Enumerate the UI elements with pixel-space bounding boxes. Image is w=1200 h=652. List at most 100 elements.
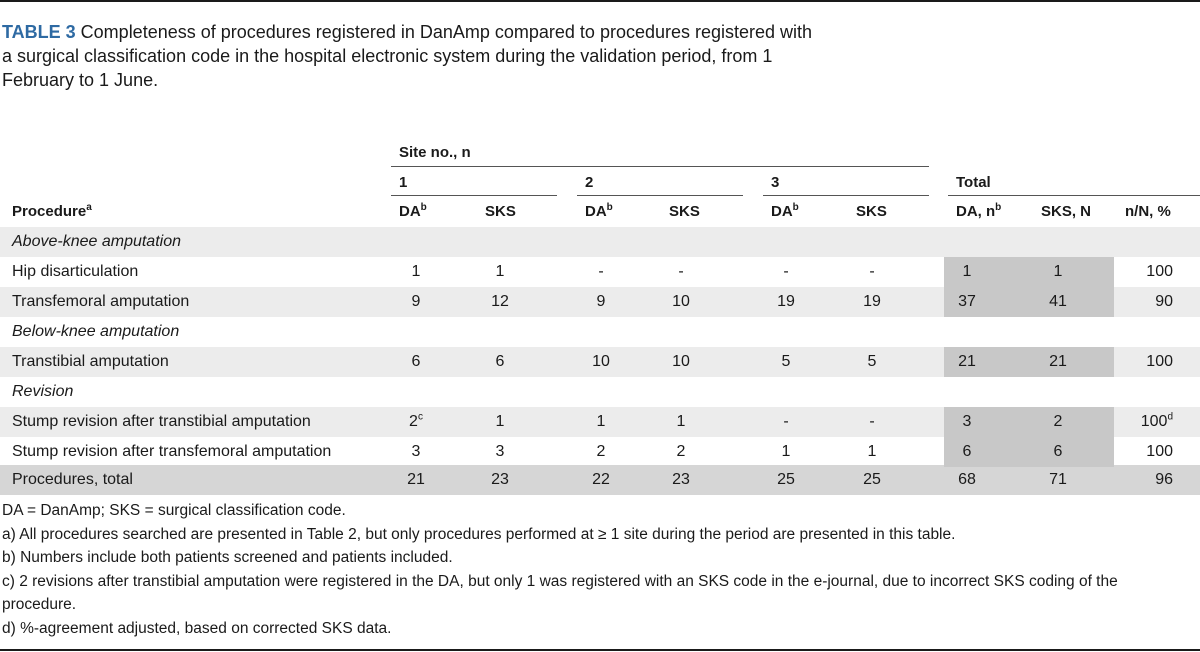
value-cell: 90 bbox=[1155, 293, 1173, 310]
site-2-header: 2 bbox=[585, 174, 594, 191]
site-1-header: 1 bbox=[399, 174, 408, 191]
value-cell: - bbox=[598, 263, 604, 280]
value-cell: 41 bbox=[1049, 293, 1067, 310]
value-cell: 6 bbox=[495, 353, 505, 370]
procedure-header: Procedurea bbox=[12, 202, 92, 221]
value-cell: 10 bbox=[592, 353, 610, 370]
value-cell: - bbox=[869, 413, 875, 430]
footnote-marker: d bbox=[1167, 411, 1173, 423]
value-cell: 10 bbox=[672, 353, 690, 370]
value-cell: 100 bbox=[1146, 263, 1173, 280]
percent-header: n/N, % bbox=[1125, 203, 1171, 220]
procedure-name: Stump revision after transtibial amputat… bbox=[12, 413, 311, 430]
value-cell: 1 bbox=[962, 263, 972, 280]
value-cell: 68 bbox=[958, 471, 976, 488]
value-cell: 3 bbox=[411, 443, 421, 460]
site-3-rule bbox=[763, 195, 929, 196]
value-cell: 71 bbox=[1049, 471, 1067, 488]
table-caption: TABLE 3 Completeness of procedures regis… bbox=[2, 20, 822, 92]
value-cell: 21 bbox=[407, 471, 425, 488]
section-row: Above-knee amputation bbox=[0, 227, 1200, 257]
site-1-sks-header: SKS bbox=[485, 203, 516, 220]
value-cell: 6 bbox=[1053, 443, 1063, 460]
value-cell: 6 bbox=[411, 353, 421, 370]
value-cell: 1 bbox=[411, 263, 421, 280]
table-label: TABLE 3 bbox=[2, 22, 76, 42]
total-header: Total bbox=[956, 174, 991, 191]
value-cell: 23 bbox=[672, 471, 690, 488]
value-cell: 100 bbox=[1146, 443, 1173, 460]
value-cell: 21 bbox=[1049, 353, 1067, 370]
value-cell: 100 bbox=[1146, 353, 1173, 370]
value-cell: 21 bbox=[958, 353, 976, 370]
footnote-marker: c bbox=[417, 411, 423, 423]
value-cell: 2 bbox=[676, 443, 686, 460]
site-group-rule bbox=[391, 166, 929, 167]
footnote: b) Numbers include both patients screene… bbox=[2, 549, 453, 566]
footnote: a) All procedures searched are presented… bbox=[2, 525, 956, 543]
row-band bbox=[0, 377, 1200, 407]
value-cell: 37 bbox=[958, 293, 976, 310]
table-row: Stump revision after transtibial amputat… bbox=[0, 407, 1200, 437]
site-1-da-header: DAb bbox=[399, 202, 427, 221]
footnote: d) %-agreement adjusted, based on correc… bbox=[2, 619, 392, 637]
procedure-name: Transtibial amputation bbox=[12, 353, 169, 370]
value-cell: 100d bbox=[1140, 411, 1173, 430]
value-cell: 19 bbox=[863, 293, 881, 310]
footnote: DA = DanAmp; SKS = surgical classificati… bbox=[2, 502, 346, 519]
site-3-header: 3 bbox=[771, 174, 780, 191]
value-cell: - bbox=[869, 263, 875, 280]
value-cell: 2 bbox=[1053, 413, 1063, 430]
value-cell: 1 bbox=[781, 443, 791, 460]
total-rule bbox=[948, 195, 1200, 196]
value-cell: 22 bbox=[592, 471, 610, 488]
total-sks-header: SKS, N bbox=[1041, 203, 1092, 220]
value-cell: 25 bbox=[863, 471, 881, 488]
table-row: Stump revision after transfemoral amputa… bbox=[0, 437, 1200, 467]
section-label: Below-knee amputation bbox=[12, 323, 180, 340]
total-shade bbox=[944, 347, 1114, 377]
value-cell: 2c bbox=[409, 411, 423, 430]
section-row: Revision bbox=[0, 377, 1200, 407]
site-1-rule bbox=[391, 195, 557, 196]
value-cell: 1 bbox=[867, 443, 877, 460]
caption-text: Completeness of procedures registered in… bbox=[2, 22, 813, 90]
row-band bbox=[0, 317, 1200, 347]
top-rule bbox=[0, 0, 1200, 2]
value-cell: 96 bbox=[1155, 471, 1173, 488]
total-shade bbox=[944, 407, 1114, 437]
table-row: Transfemoral amputation 9 12 9 10 19 19 … bbox=[0, 287, 1200, 317]
value-cell: - bbox=[678, 263, 684, 280]
value-cell: 3 bbox=[495, 443, 505, 460]
total-shade bbox=[944, 257, 1114, 287]
site-2-rule bbox=[577, 195, 743, 196]
procedure-name: Hip disarticulation bbox=[12, 263, 139, 280]
site-3-sks-header: SKS bbox=[856, 203, 887, 220]
section-label: Revision bbox=[12, 383, 74, 400]
value-cell: 9 bbox=[411, 293, 421, 310]
value-cell: 5 bbox=[781, 353, 791, 370]
value-cell: - bbox=[783, 413, 789, 430]
value-cell: 6 bbox=[962, 443, 972, 460]
site-3-da-header: DAb bbox=[771, 202, 799, 221]
table-row: Transtibial amputation 6 6 10 10 5 5 21 … bbox=[0, 347, 1200, 377]
value-cell: - bbox=[783, 263, 789, 280]
total-shade bbox=[944, 437, 1114, 467]
value-cell: 1 bbox=[676, 413, 686, 430]
total-row: Procedures, total 21 23 22 23 25 25 68 7… bbox=[0, 465, 1200, 495]
total-shade bbox=[944, 287, 1114, 317]
total-da-header: DA, nb bbox=[956, 202, 1002, 221]
bottom-rule bbox=[0, 649, 1200, 651]
site-group-header: Site no., n bbox=[399, 144, 471, 161]
value-cell: 10 bbox=[672, 293, 690, 310]
value-cell: 5 bbox=[867, 353, 877, 370]
value-cell: 1 bbox=[495, 413, 505, 430]
value-cell: 25 bbox=[777, 471, 795, 488]
table-row: Hip disarticulation 1 1 - - - - 1 1 100 bbox=[0, 257, 1200, 287]
value-cell: 12 bbox=[491, 293, 509, 310]
row-band bbox=[0, 227, 1200, 257]
value-cell: 2 bbox=[596, 443, 606, 460]
section-label: Above-knee amputation bbox=[12, 233, 181, 250]
footnotes: DA = DanAmp; SKS = surgical classificati… bbox=[2, 499, 1182, 640]
value-cell: 9 bbox=[596, 293, 606, 310]
